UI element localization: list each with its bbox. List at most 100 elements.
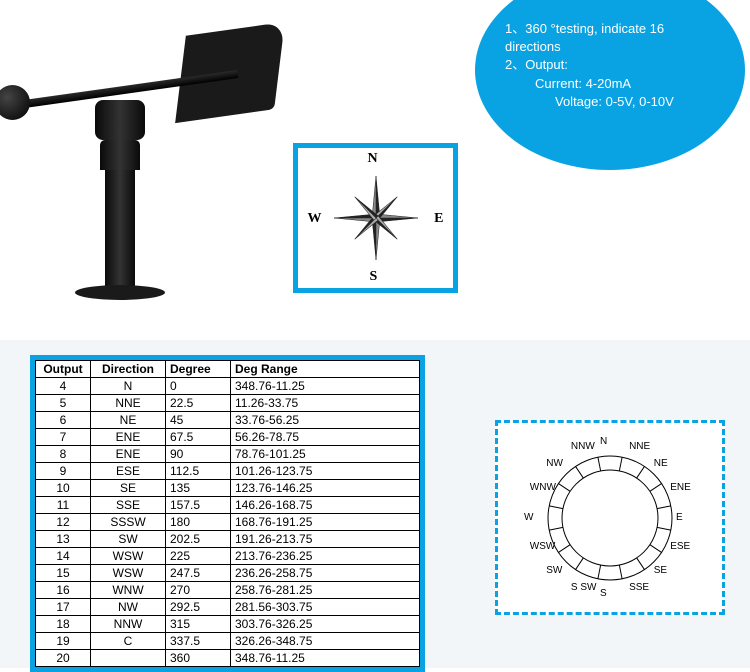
bubble-line-3: Current: 4-20mA: [505, 75, 720, 93]
table-row: 18NNW315303.76-326.25: [36, 616, 420, 633]
table-row: 5NNE22.511.26-33.75: [36, 395, 420, 412]
table-cell: WSW: [91, 565, 166, 582]
table-cell: 135: [166, 480, 231, 497]
wheel-label: S: [600, 588, 607, 599]
table-cell: 56.26-78.75: [231, 429, 420, 446]
table-cell: 67.5: [166, 429, 231, 446]
table-cell: 4: [36, 378, 91, 395]
table-cell: 45: [166, 412, 231, 429]
th-degree: Degree: [166, 361, 231, 378]
table-cell: ENE: [91, 446, 166, 463]
table-cell: 180: [166, 514, 231, 531]
table-cell: 15: [36, 565, 91, 582]
table-cell: 112.5: [166, 463, 231, 480]
table-cell: 13: [36, 531, 91, 548]
table-row: 9ESE112.5101.26-123.75: [36, 463, 420, 480]
th-range: Deg Range: [231, 361, 420, 378]
table-cell: NNE: [91, 395, 166, 412]
table-row: 14WSW225213.76-236.25: [36, 548, 420, 565]
wheel-label: S SW: [571, 582, 597, 593]
table-cell: 17: [36, 599, 91, 616]
table-cell: NW: [91, 599, 166, 616]
compass-rose: N E S W: [306, 153, 446, 283]
table-cell: 19: [36, 633, 91, 650]
wheel-label: WSW: [530, 541, 556, 552]
table-cell: SSE: [91, 497, 166, 514]
table-row: 10SE135123.76-146.25: [36, 480, 420, 497]
table-row: 7ENE67.556.26-78.75: [36, 429, 420, 446]
table-cell: 14: [36, 548, 91, 565]
table-cell: ESE: [91, 463, 166, 480]
table-cell: 101.26-123.75: [231, 463, 420, 480]
table-cell: 236.26-258.75: [231, 565, 420, 582]
table-row: 12SSSW180168.76-191.25: [36, 514, 420, 531]
bubble-line-1: 1、360 °testing, indicate 16 directions: [505, 20, 720, 56]
direction-table-wrap: Output Direction Degree Deg Range 4N0348…: [30, 355, 425, 672]
table-cell: 225: [166, 548, 231, 565]
table-cell: 202.5: [166, 531, 231, 548]
table-cell: NNW: [91, 616, 166, 633]
table-cell: 10: [36, 480, 91, 497]
table-cell: 281.56-303.75: [231, 599, 420, 616]
wheel-label: E: [676, 512, 683, 523]
table-cell: 11.26-33.75: [231, 395, 420, 412]
table-row: 13SW202.5191.26-213.75: [36, 531, 420, 548]
direction-table: Output Direction Degree Deg Range 4N0348…: [35, 360, 420, 667]
table-cell: 337.5: [166, 633, 231, 650]
direction-wheel-box: NNNENEENEEESESESSESS SWSWWSWWWNWNWNNW: [495, 420, 725, 615]
wheel-label: SSE: [629, 582, 649, 593]
bubble-line-4: Voltage: 0-5V, 0-10V: [505, 93, 720, 111]
wheel-label: N: [600, 436, 607, 447]
wind-vane-image: [0, 10, 280, 310]
table-cell: 7: [36, 429, 91, 446]
bottom-section: Output Direction Degree Deg Range 4N0348…: [0, 340, 750, 668]
compass-s: S: [370, 269, 378, 285]
compass-n: N: [368, 151, 378, 167]
table-cell: 78.76-101.25: [231, 446, 420, 463]
table-cell: C: [91, 633, 166, 650]
table-cell: WSW: [91, 548, 166, 565]
bubble-line-2: 2、Output:: [505, 56, 720, 74]
table-cell: 258.76-281.25: [231, 582, 420, 599]
table-row: 17NW292.5281.56-303.75: [36, 599, 420, 616]
table-cell: 303.76-326.25: [231, 616, 420, 633]
table-row: 6NE4533.76-56.25: [36, 412, 420, 429]
table-cell: 12: [36, 514, 91, 531]
table-row: 4N0348.76-11.25: [36, 378, 420, 395]
table-cell: NE: [91, 412, 166, 429]
table-cell: 292.5: [166, 599, 231, 616]
wheel-label: SE: [654, 565, 667, 576]
wheel-label: WNW: [530, 482, 556, 493]
table-cell: [91, 650, 166, 667]
feature-bubble: 1、360 °testing, indicate 16 directions 2…: [475, 0, 745, 170]
table-cell: 157.5: [166, 497, 231, 514]
compass-w: W: [308, 211, 322, 227]
table-cell: 213.76-236.25: [231, 548, 420, 565]
table-cell: N: [91, 378, 166, 395]
top-section: 1、360 °testing, indicate 16 directions 2…: [0, 0, 750, 330]
table-cell: 22.5: [166, 395, 231, 412]
compass-e: E: [434, 211, 443, 227]
wheel-label: W: [524, 512, 533, 523]
table-cell: 123.76-146.25: [231, 480, 420, 497]
table-row: 16WNW270258.76-281.25: [36, 582, 420, 599]
wheel-label: NE: [654, 458, 668, 469]
table-cell: 6: [36, 412, 91, 429]
table-cell: 5: [36, 395, 91, 412]
table-cell: ENE: [91, 429, 166, 446]
table-cell: 270: [166, 582, 231, 599]
table-cell: 191.26-213.75: [231, 531, 420, 548]
table-cell: 18: [36, 616, 91, 633]
table-cell: 146.26-168.75: [231, 497, 420, 514]
wheel-label: ESE: [670, 541, 690, 552]
table-cell: SE: [91, 480, 166, 497]
table-cell: WNW: [91, 582, 166, 599]
table-cell: 168.76-191.25: [231, 514, 420, 531]
table-cell: SW: [91, 531, 166, 548]
table-cell: 348.76-11.25: [231, 650, 420, 667]
direction-wheel: NNNENEENEEESESESSESS SWSWWSWWWNWNWNNW: [505, 428, 715, 608]
table-cell: SSSW: [91, 514, 166, 531]
compass-rose-icon: [331, 173, 421, 263]
table-cell: 33.76-56.25: [231, 412, 420, 429]
table-cell: 11: [36, 497, 91, 514]
